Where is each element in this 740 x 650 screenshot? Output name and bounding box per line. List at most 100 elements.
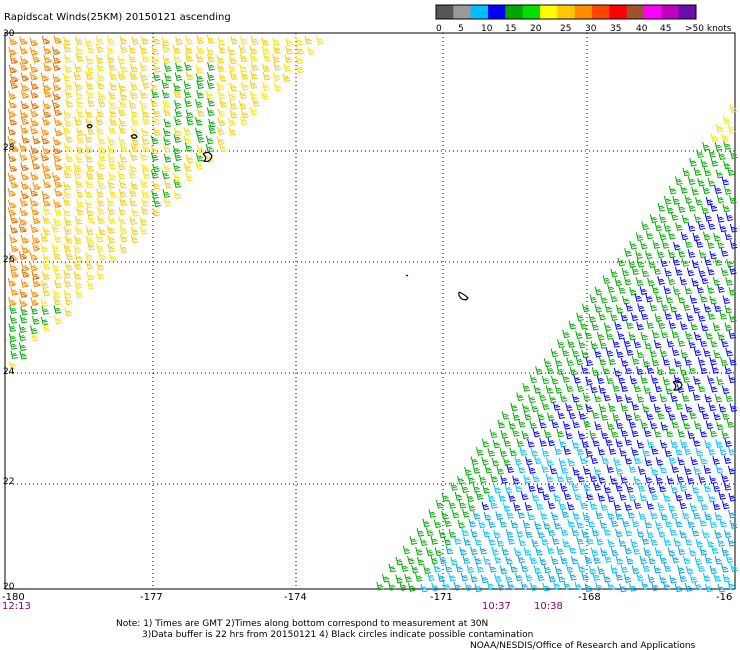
wind-barb: [605, 331, 614, 340]
wind-barb: [589, 500, 598, 510]
wind-barb: [596, 536, 604, 546]
wind-barb: [173, 82, 181, 92]
wind-barb: [62, 125, 71, 134]
wind-barb: [227, 117, 236, 127]
wind-barb: [620, 428, 629, 437]
wind-barb: [671, 347, 680, 357]
wind-barb: [637, 303, 645, 312]
wind-barb: [689, 502, 698, 512]
wind-barb: [75, 179, 83, 189]
wind-barb: [619, 583, 627, 593]
wind-barb: [73, 163, 82, 172]
wind-barb: [119, 143, 128, 152]
wind-barb: [729, 195, 737, 204]
wind-barb: [624, 455, 633, 465]
wind-barb: [562, 373, 570, 383]
wind-barb: [76, 127, 84, 137]
wind-barb: [679, 276, 688, 286]
wind-barb: [621, 267, 630, 277]
wind-barb: [131, 226, 139, 236]
wind-barb: [216, 81, 225, 91]
lon-label-174: -174: [284, 592, 307, 603]
wind-barb: [689, 157, 697, 167]
wind-barb: [707, 177, 716, 187]
wind-barb: [283, 63, 292, 72]
wind-barb: [554, 357, 563, 367]
wind-barb: [117, 170, 126, 180]
wind-barb: [694, 213, 702, 223]
wind-barb: [174, 152, 182, 161]
island-mark: [458, 291, 469, 301]
wind-barb: [729, 403, 738, 412]
wind-barb: [589, 294, 598, 304]
wind-barb: [519, 447, 528, 456]
wind-barb: [51, 243, 60, 253]
wind-barb: [554, 385, 563, 394]
wind-barb: [118, 179, 127, 189]
wind-barb: [541, 464, 549, 473]
wind-barb: [655, 520, 663, 530]
wind-barb: [619, 447, 627, 457]
wind-barb: [698, 268, 706, 277]
wind-barb: [636, 321, 644, 331]
wind-barb: [656, 249, 665, 259]
wind-barb: [563, 491, 572, 500]
wind-barb: [669, 527, 678, 536]
wind-barb: [97, 80, 105, 90]
legend-swatch: [540, 5, 558, 19]
wind-barb: [615, 482, 623, 492]
wind-barb: [663, 285, 671, 295]
wind-barb: [709, 519, 718, 529]
wind-barb: [667, 276, 676, 286]
wind-barb: [173, 134, 182, 143]
wind-barb: [238, 44, 247, 54]
wind-barb: [400, 563, 409, 572]
wind-barb: [683, 446, 692, 455]
wind-barb: [575, 401, 584, 411]
wind-barb: [86, 207, 94, 217]
wind-barb: [680, 411, 688, 421]
wind-barb: [493, 529, 501, 539]
wind-barb: [723, 455, 732, 464]
wind-barb: [720, 338, 729, 348]
wind-barb: [684, 285, 693, 295]
wind-barb: [87, 241, 95, 251]
wind-barb: [560, 527, 569, 536]
wind-barb: [677, 428, 686, 438]
wind-barb: [8, 163, 18, 172]
wind-barb: [450, 556, 458, 566]
wind-barb: [40, 243, 49, 253]
wind-barb: [461, 484, 469, 493]
wind-barb: [728, 313, 737, 323]
wind-barb: [630, 538, 639, 548]
wind-barb: [63, 278, 72, 288]
wind-barb: [713, 232, 721, 242]
wind-barb: [467, 474, 476, 484]
wind-barb: [713, 573, 722, 582]
wind-barb: [107, 153, 116, 163]
wind-barb: [584, 330, 593, 340]
wind-barb: [443, 536, 452, 546]
wind-barb: [32, 215, 41, 225]
wind-barb: [425, 547, 434, 557]
wind-barb: [30, 206, 40, 216]
wind-barb: [207, 62, 215, 71]
wind-barb: [729, 104, 738, 113]
wind-barb: [54, 315, 62, 325]
wind-barb: [43, 62, 52, 72]
wind-barb: [163, 107, 171, 117]
wind-barb: [725, 347, 733, 357]
wind-barb: [641, 221, 649, 231]
wind-barb: [207, 72, 215, 81]
wind-barb: [10, 269, 19, 278]
wind-barb: [603, 573, 611, 583]
wind-barb: [229, 55, 237, 65]
wind-barb: [714, 529, 722, 539]
legend-label: 15: [505, 24, 516, 34]
wind-barb: [75, 90, 84, 100]
wind-barb: [690, 456, 699, 466]
wind-barb: [728, 265, 737, 275]
wind-barb: [85, 109, 93, 118]
wind-barb: [723, 186, 732, 195]
wind-barb: [163, 127, 171, 137]
